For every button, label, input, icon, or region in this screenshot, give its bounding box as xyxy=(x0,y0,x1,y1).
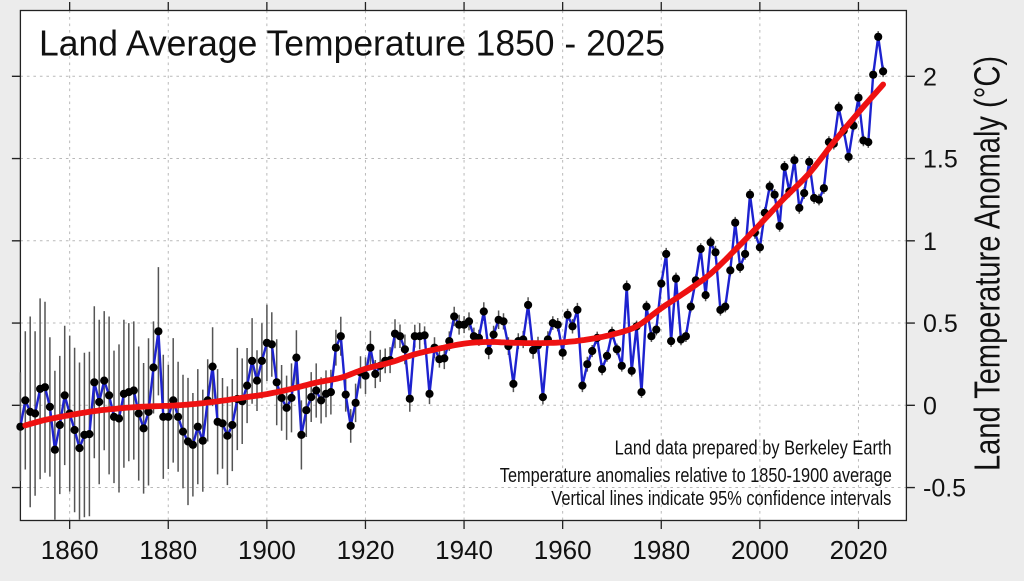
svg-text:1920: 1920 xyxy=(337,535,395,565)
svg-text:1880: 1880 xyxy=(139,535,197,565)
svg-text:2000: 2000 xyxy=(731,535,789,565)
svg-text:1960: 1960 xyxy=(534,535,592,565)
svg-text:Land Temperature Anomaly (°C): Land Temperature Anomaly (°C) xyxy=(967,56,1008,471)
svg-text:0: 0 xyxy=(923,392,937,420)
svg-text:1900: 1900 xyxy=(238,535,296,565)
svg-text:Land data prepared by Berkeley: Land data prepared by Berkeley Earth xyxy=(615,438,892,460)
svg-text:1940: 1940 xyxy=(435,535,493,565)
svg-text:1980: 1980 xyxy=(632,535,690,565)
svg-text:Temperature anomalies relative: Temperature anomalies relative to 1850-1… xyxy=(500,465,892,487)
svg-text:2: 2 xyxy=(923,63,937,91)
svg-text:1860: 1860 xyxy=(41,535,99,565)
svg-text:-0.5: -0.5 xyxy=(923,475,966,503)
svg-text:1.5: 1.5 xyxy=(923,146,958,174)
svg-text:2020: 2020 xyxy=(830,535,888,565)
svg-text:0.5: 0.5 xyxy=(923,310,958,338)
svg-text:Land Average Temperature 1850: Land Average Temperature 1850 - 2025 xyxy=(39,23,665,64)
svg-text:1: 1 xyxy=(923,228,937,256)
svg-text:Vertical lines indicate 95% co: Vertical lines indicate 95% confidence i… xyxy=(551,488,891,510)
